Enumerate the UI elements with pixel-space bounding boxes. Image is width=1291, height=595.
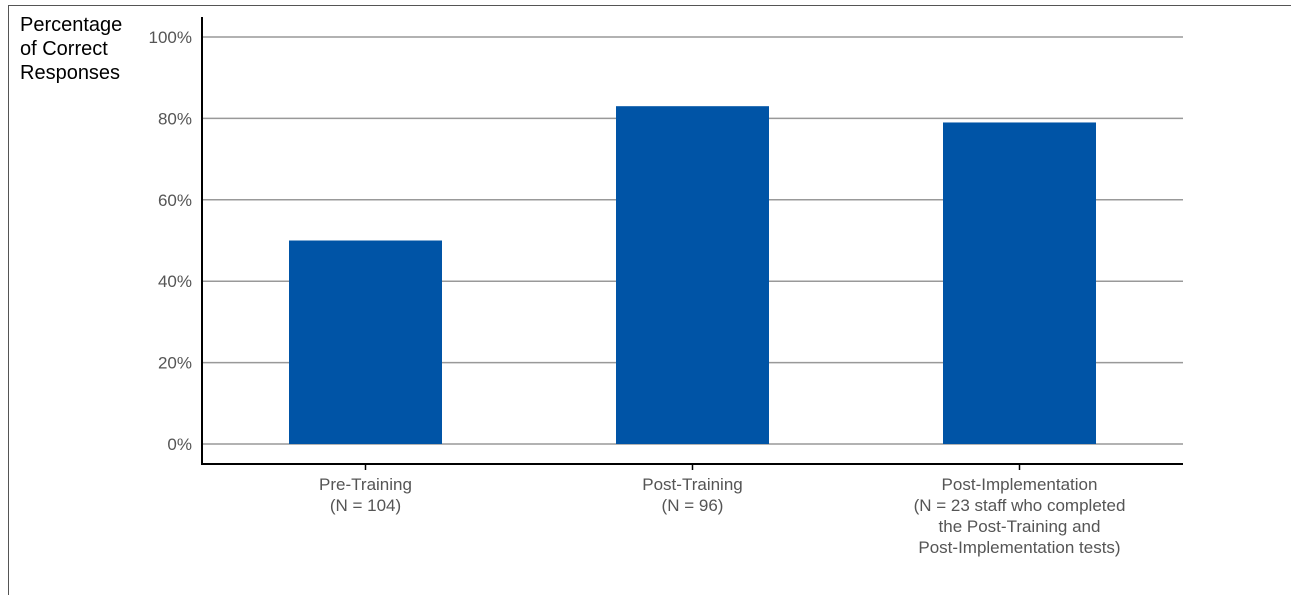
y-axis-label-line-1: Percentage [20, 14, 123, 36]
bar [616, 106, 769, 444]
x-category-label-line: the Post-Training and [939, 517, 1101, 536]
bar [289, 240, 442, 444]
x-category-label-line: (N = 96) [662, 496, 724, 515]
x-category-label-line: (N = 104) [330, 496, 401, 515]
y-tick-label: 40% [158, 272, 192, 291]
chart-frame [8, 5, 1291, 595]
y-tick-label: 20% [158, 354, 192, 373]
y-tick-label: 60% [158, 191, 192, 210]
x-category-label-line: Post-Training [642, 475, 742, 494]
x-category-label-line: Pre-Training [319, 475, 412, 494]
x-category-label-line: (N = 23 staff who completed [914, 496, 1126, 515]
x-category-label-line: Post-Implementation [942, 475, 1098, 494]
y-axis-label: Percentage of Correct Responses [20, 13, 122, 85]
y-axis-label-line-3: Responses [20, 62, 121, 84]
bar [943, 122, 1096, 444]
x-category-label: Post-Implementation (N = 23 staff who com… [914, 475, 1126, 557]
y-axis-label-line-2: of Correct [20, 38, 108, 60]
x-category-label: Post-Training (N = 96) [642, 475, 742, 515]
x-category-label-line: Post-Implementation tests) [918, 538, 1120, 557]
y-tick-label: 80% [158, 109, 192, 128]
y-tick-label: 100% [149, 28, 192, 47]
x-category-label: Pre-Training (N = 104) [319, 475, 412, 515]
y-tick-label: 0% [167, 435, 192, 454]
